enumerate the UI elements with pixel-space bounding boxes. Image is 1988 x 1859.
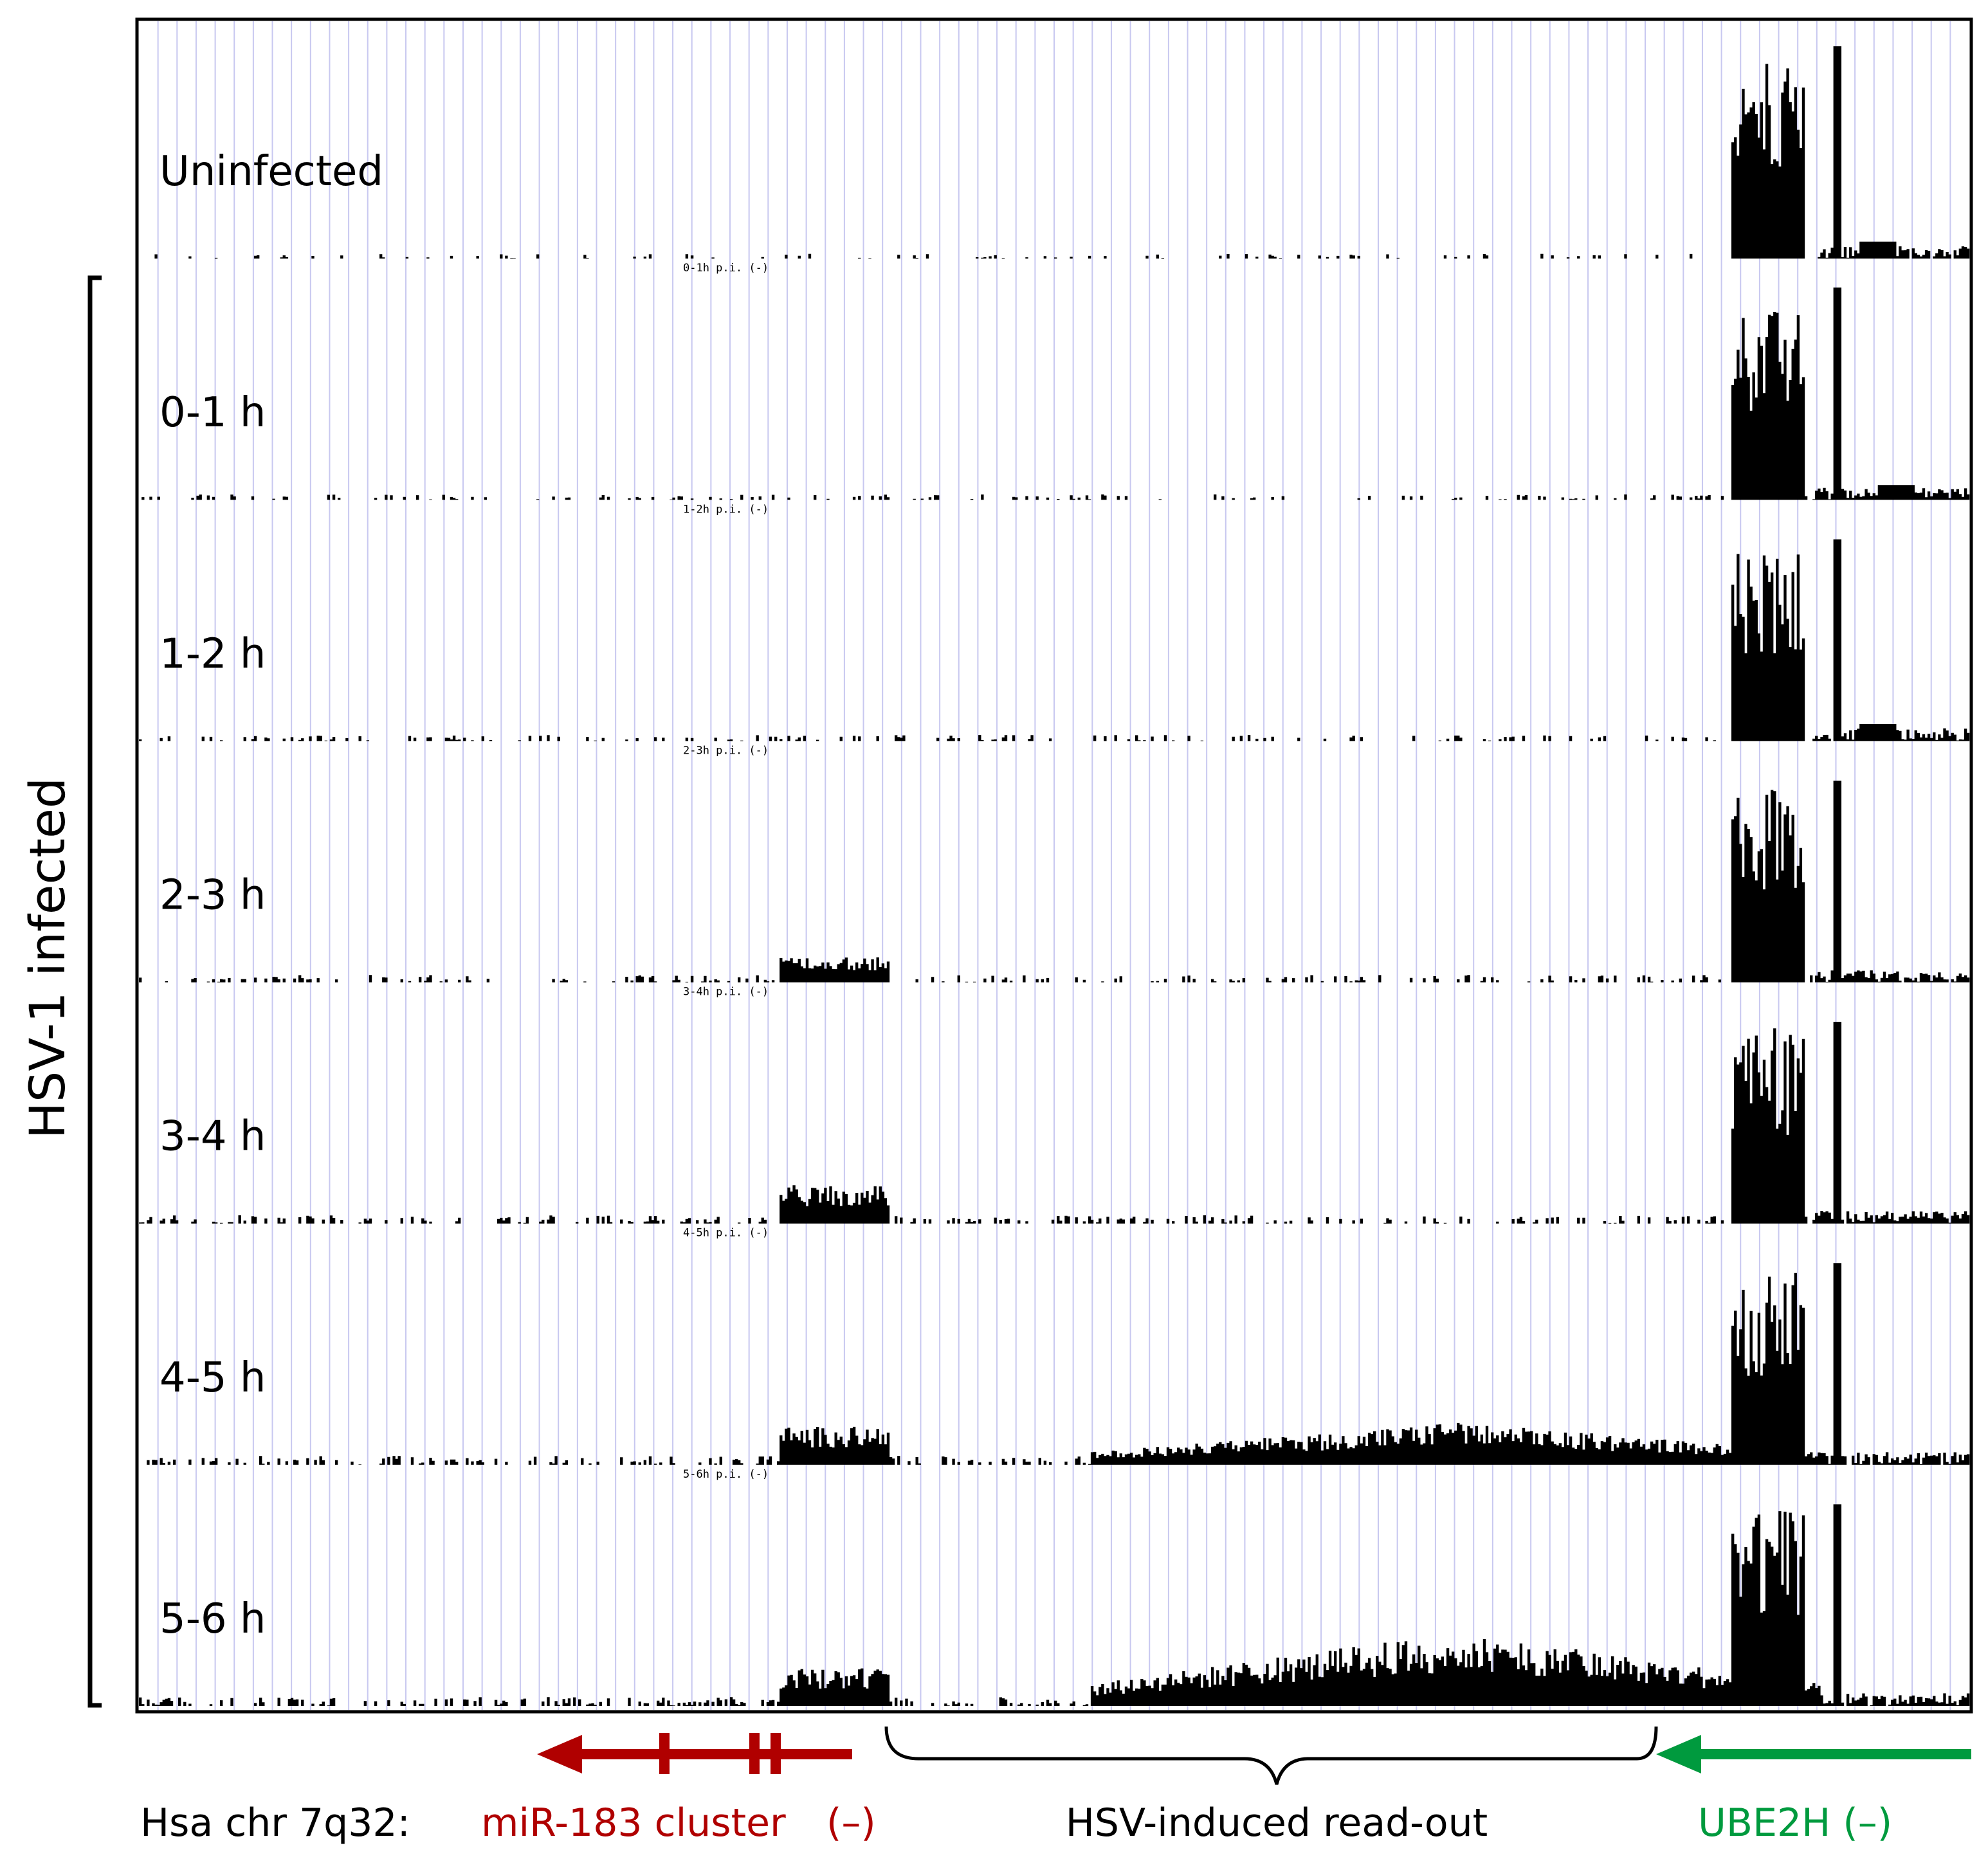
readout-label: HSV-induced read-out [1066, 1800, 1488, 1845]
mir-strand-label: (–) [826, 1800, 876, 1845]
coverage-bars [154, 46, 1970, 259]
track-sublabel: 5-6h p.i. (-) [683, 1468, 769, 1481]
track-5 [147, 1263, 1970, 1465]
track-sublabel: 2-3h p.i. (-) [683, 744, 769, 757]
track-label: Uninfected [160, 148, 383, 195]
track-sublabel: 3-4h p.i. (-) [683, 986, 769, 999]
coverage-bars [139, 1022, 1970, 1224]
track-label: 1-2 h [160, 630, 266, 678]
readout-brace [884, 1726, 1658, 1785]
track-labels: Uninfected 0-1 h 0-1h p.i. (-) 1-2 h 1-2h p.… [160, 148, 769, 1643]
track-4 [139, 1022, 1970, 1224]
track-1 [141, 287, 1970, 500]
coverage-bars [139, 1504, 1970, 1706]
side-title: HSV-1 infected [19, 777, 76, 1139]
coverage-tracks [139, 46, 1970, 1706]
track-label: 5-6 h [160, 1595, 266, 1643]
track-sublabel: 4-5h p.i. (-) [683, 1227, 769, 1240]
track-label: 2-3 h [160, 872, 266, 920]
coverage-bars [139, 539, 1970, 741]
track-label: 0-1 h [160, 389, 266, 437]
infected-bracket [87, 275, 102, 1708]
coverage-bars [139, 781, 1970, 983]
coverage-bars [141, 287, 1970, 500]
plot-frame [135, 17, 1973, 1714]
track-6 [139, 1504, 1970, 1706]
mir-183-arrow [537, 1733, 852, 1774]
track-sublabel: 0-1h p.i. (-) [683, 262, 769, 275]
track-label: 4-5 h [160, 1354, 266, 1402]
coverage-bars [147, 1263, 1970, 1465]
track-sublabel: 1-2h p.i. (-) [683, 503, 769, 516]
ube2h-label: UBE2H (–) [1698, 1800, 1892, 1845]
mir-cluster-label: miR-183 cluster [481, 1800, 786, 1845]
track-3 [139, 781, 1970, 983]
ube2h-arrow [1656, 1735, 1971, 1773]
track-2 [139, 539, 1970, 741]
track-label: 3-4 h [160, 1113, 266, 1161]
track-0 [154, 46, 1970, 259]
chromosome-label: Hsa chr 7q32: [140, 1800, 410, 1845]
